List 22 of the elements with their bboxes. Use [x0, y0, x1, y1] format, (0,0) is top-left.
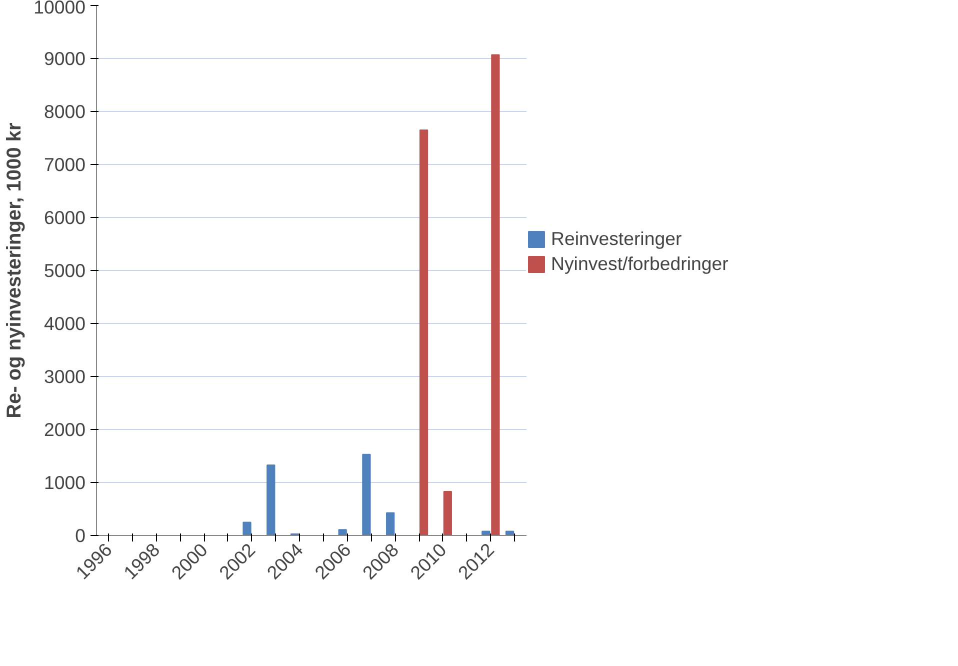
- y-tick-label: 3000: [44, 366, 86, 387]
- y-tick-label: 2000: [44, 419, 86, 440]
- y-tick-label: 6000: [44, 207, 86, 228]
- y-tick-label: 4000: [44, 313, 86, 334]
- bar: [443, 491, 452, 536]
- y-tick-label: 9000: [44, 48, 86, 69]
- bar: [266, 464, 276, 536]
- y-tick-label: 10000: [34, 0, 86, 18]
- bar: [386, 512, 395, 536]
- y-tick-label: 0: [75, 525, 86, 546]
- y-tick-label: 8000: [44, 101, 86, 122]
- bar: [338, 529, 347, 536]
- bar: [491, 54, 500, 536]
- y-axis-title: Re- og nyinvesteringer, 1000 kr: [4, 122, 26, 418]
- bar: [419, 130, 428, 536]
- legend-label: Reinvesteringer: [551, 228, 682, 250]
- bar: [242, 522, 252, 536]
- y-tick-label: 1000: [44, 472, 86, 493]
- y-tick-label: 5000: [44, 260, 86, 281]
- legend-label: Nyinvest/forbedringer: [551, 253, 728, 275]
- bar: [362, 454, 371, 536]
- y-tick-label: 7000: [44, 154, 86, 175]
